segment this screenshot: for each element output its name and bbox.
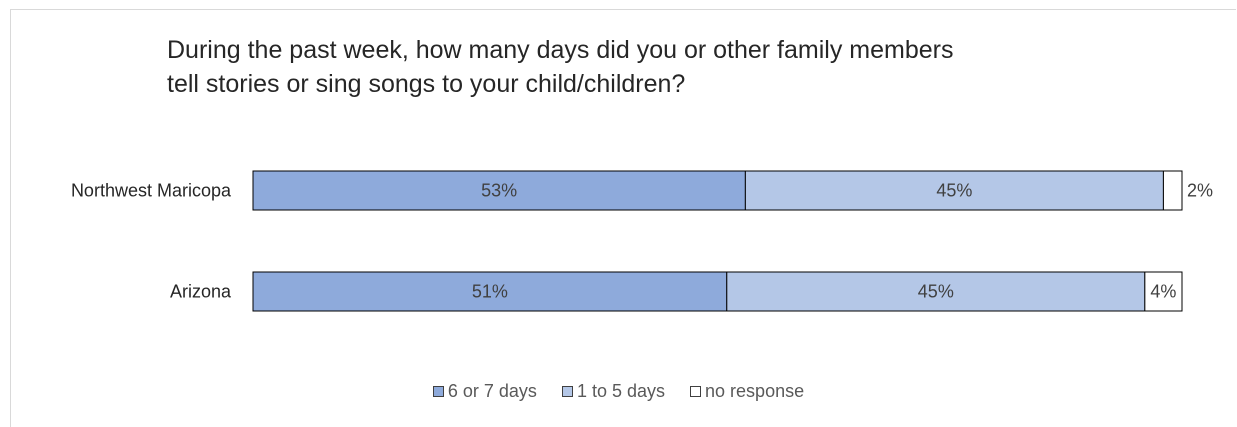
legend-swatch-6-or-7-days bbox=[432, 386, 444, 397]
bar-arizona-no-response bbox=[1144, 271, 1183, 312]
chart-frame bbox=[10, 9, 1236, 427]
bar-northwest-maricopa-no-response bbox=[1162, 170, 1183, 211]
data-label-northwest-maricopa-6-or-7-days: 53% bbox=[481, 181, 517, 201]
bar-arizona-6-or-7-days bbox=[252, 271, 728, 312]
data-label-northwest-maricopa-no-response: 2% bbox=[1187, 181, 1213, 201]
legend-label-no-response: no response bbox=[705, 381, 805, 401]
legend-item-1-to-5-days: 1 to 5 days bbox=[561, 381, 666, 402]
category-label-northwest-maricopa: Northwest Maricopa bbox=[71, 181, 232, 201]
legend-swatch-no-response bbox=[690, 386, 702, 397]
data-label-arizona-1-to-5-days: 45% bbox=[918, 282, 954, 302]
category-label-arizona: Arizona bbox=[170, 282, 232, 302]
data-label-arizona-6-or-7-days: 51% bbox=[472, 282, 508, 302]
chart-title-line-2: tell stories or sing songs to your child… bbox=[167, 70, 686, 98]
legend-label-6-or-7-days: 6 or 7 days bbox=[447, 381, 537, 401]
bar-northwest-maricopa-1-to-5-days bbox=[744, 170, 1164, 211]
legend-label-1-to-5-days: 1 to 5 days bbox=[576, 381, 666, 401]
chart-legend: 6 or 7 days 1 to 5 days no response bbox=[0, 381, 1237, 402]
chart-title-line-1: During the past week, how many days did … bbox=[167, 36, 954, 64]
legend-item-6-or-7-days: 6 or 7 days bbox=[432, 381, 537, 402]
data-label-arizona-no-response: 4% bbox=[1150, 282, 1176, 302]
chart-title: During the past week, how many days did … bbox=[167, 33, 1127, 101]
legend-swatch-1-to-5-days bbox=[561, 386, 573, 397]
data-label-northwest-maricopa-1-to-5-days: 45% bbox=[936, 181, 972, 201]
legend-item-no-response: no response bbox=[690, 381, 804, 402]
